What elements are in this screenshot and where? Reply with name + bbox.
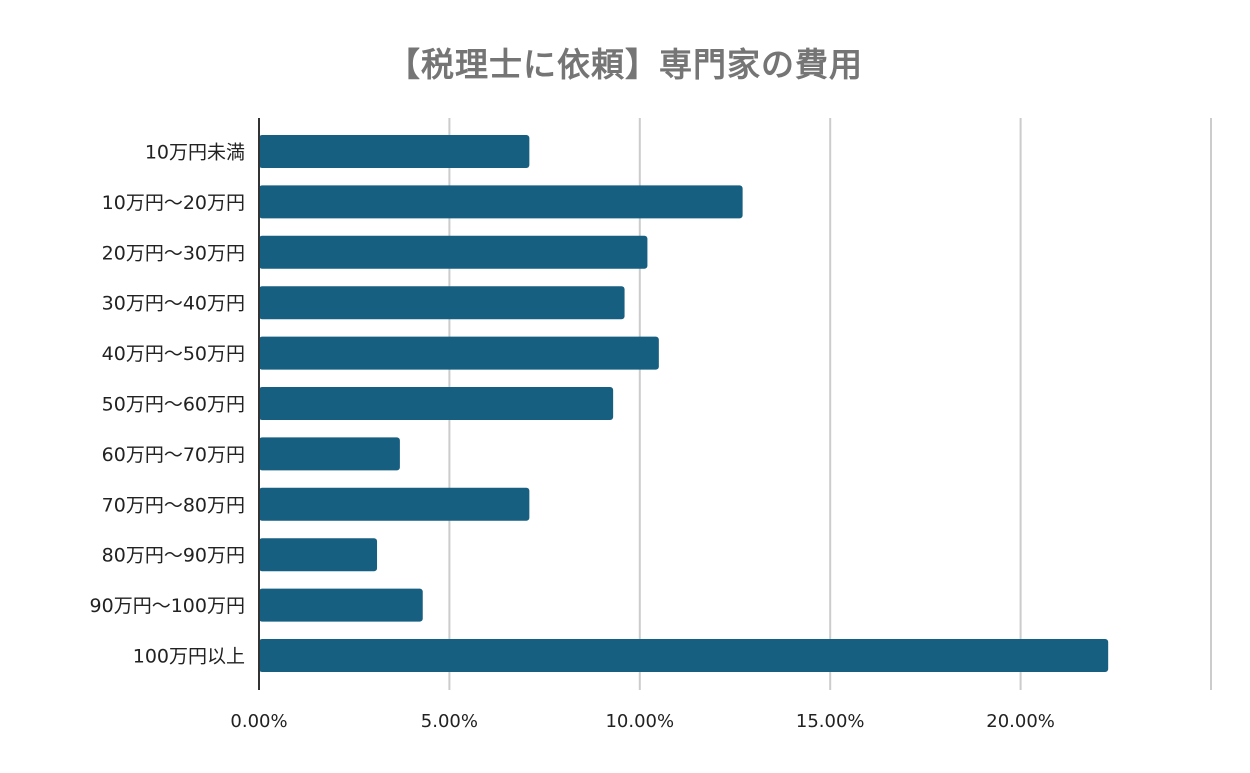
bar (259, 437, 400, 471)
category-label: 50万円～60万円 (102, 394, 245, 416)
x-tick-label: 0.00% (230, 711, 287, 732)
bars (259, 135, 1109, 672)
bar (259, 487, 530, 521)
x-tick-labels: 0.00% 5.00% 10.00% 15.00% 20.00% (230, 711, 1055, 732)
bar (259, 185, 743, 219)
category-label: 80万円～90万円 (102, 545, 245, 567)
bar (259, 135, 530, 168)
bar (259, 639, 1109, 672)
category-label: 30万円～40万円 (102, 293, 245, 315)
category-label: 10万円未満 (145, 142, 245, 164)
bar (259, 336, 659, 370)
x-tick-label: 10.00% (605, 711, 674, 732)
x-tick-label: 20.00% (986, 711, 1055, 732)
x-tick-label: 15.00% (796, 711, 865, 732)
category-label: 60万円～70万円 (102, 444, 245, 466)
category-label: 20万円～30万円 (102, 242, 245, 264)
x-tick-label: 5.00% (421, 711, 478, 732)
category-label: 90万円～100万円 (90, 595, 245, 617)
category-label: 10万円～20万円 (102, 192, 245, 214)
category-label: 70万円～80万円 (102, 494, 245, 516)
bar (259, 286, 625, 320)
bar (259, 387, 614, 420)
category-label: 40万円～50万円 (102, 343, 245, 365)
bar (259, 538, 378, 572)
bar (259, 588, 423, 622)
category-label: 100万円以上 (133, 646, 245, 668)
chart-title: 【税理士に依頼】専門家の費用 (387, 45, 863, 84)
category-labels: 10万円未満 10万円～20万円 20万円～30万円 30万円～40万円 40万円～50… (90, 142, 245, 668)
bar (259, 235, 648, 269)
